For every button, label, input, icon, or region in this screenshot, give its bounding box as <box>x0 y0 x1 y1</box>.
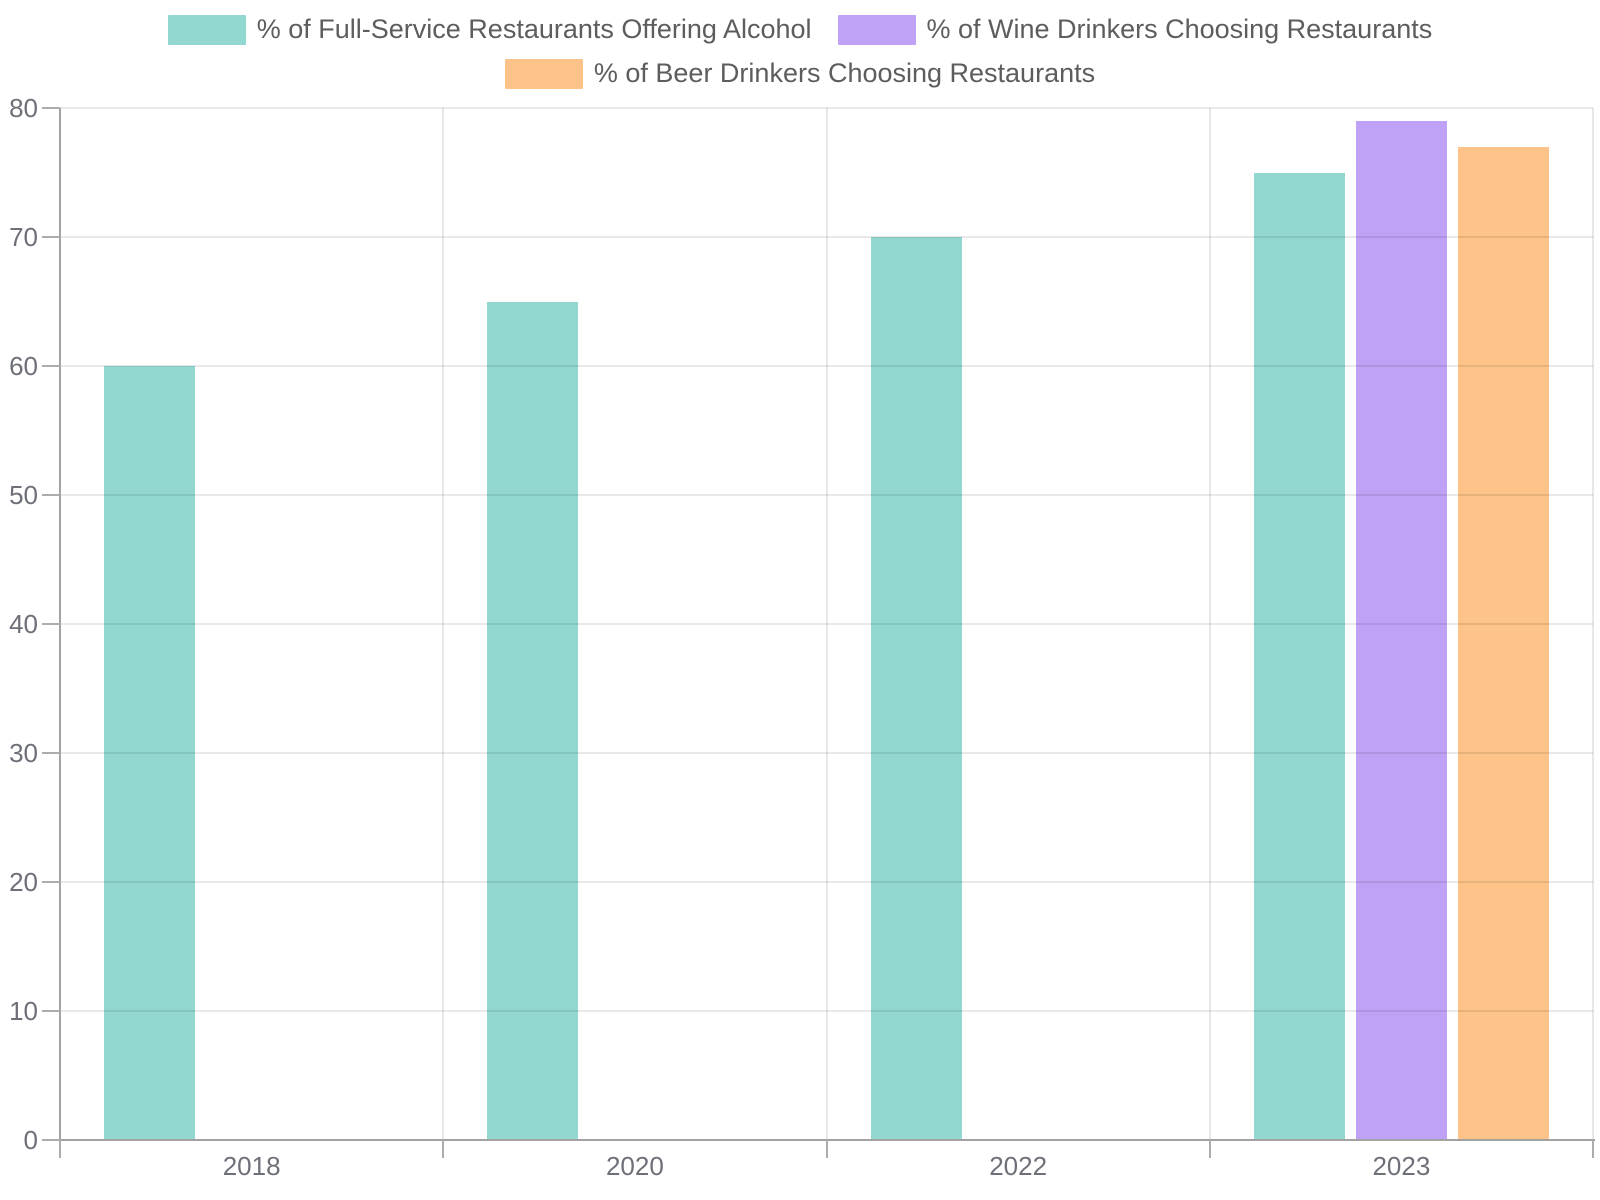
gridline-horizontal <box>60 1010 1593 1012</box>
legend-swatch-icon <box>504 58 583 89</box>
y-axis-label: 70 <box>9 222 38 252</box>
y-axis-label: 50 <box>9 480 38 510</box>
y-axis-tick <box>42 881 60 883</box>
gridline-horizontal <box>60 236 1593 238</box>
x-axis-tick <box>825 1140 828 1158</box>
x-axis-tick <box>1592 1140 1594 1158</box>
y-axis-tick <box>42 623 60 625</box>
gridline-vertical <box>1592 108 1594 1140</box>
bar[interactable] <box>1355 120 1447 1140</box>
y-axis-line <box>59 108 61 1158</box>
legend: % of Full-Service Restaurants Offering A… <box>20 14 1580 89</box>
y-axis-tick <box>42 494 60 496</box>
gridline-horizontal <box>60 365 1593 367</box>
legend-label: % of Beer Drinkers Choosing Restaurants <box>593 58 1096 88</box>
y-axis-label: 20 <box>9 867 38 897</box>
y-axis-label: 0 <box>23 1125 38 1155</box>
legend-item[interactable]: % of Full-Service Restaurants Offering A… <box>167 14 812 45</box>
y-axis-tick <box>42 365 60 367</box>
y-axis-tick <box>42 107 60 109</box>
y-axis-label: 10 <box>9 996 38 1026</box>
legend-swatch-icon <box>167 14 246 45</box>
legend-swatch-icon <box>837 14 916 45</box>
bar[interactable] <box>487 301 579 1140</box>
y-axis-tick <box>42 236 60 238</box>
legend-item[interactable]: % of Wine Drinkers Choosing Restaurants <box>837 14 1433 45</box>
gridline-vertical <box>442 108 445 1140</box>
y-axis-label: 30 <box>9 738 38 768</box>
bar[interactable] <box>104 366 196 1140</box>
x-axis-tick <box>442 1140 445 1158</box>
bar[interactable] <box>1457 146 1549 1140</box>
legend-label: % of Wine Drinkers Choosing Restaurants <box>926 14 1433 44</box>
x-axis-label: 2018 <box>222 1151 281 1181</box>
x-axis-label: 2022 <box>989 1151 1048 1181</box>
y-axis-tick <box>42 1139 60 1141</box>
plot-area <box>60 107 1594 1140</box>
y-axis-tick <box>42 752 60 754</box>
x-axis-line <box>60 1139 1595 1141</box>
gridline-horizontal <box>60 881 1593 883</box>
gridline-horizontal <box>60 752 1593 754</box>
x-axis-label: 2023 <box>1372 1151 1431 1181</box>
gridline-horizontal <box>60 623 1593 625</box>
y-axis-tick <box>42 1010 60 1012</box>
gridline-horizontal <box>60 107 1593 109</box>
y-axis-label: 80 <box>9 93 38 123</box>
x-axis-tick <box>59 1140 61 1158</box>
gridline-horizontal <box>60 494 1593 496</box>
legend-label: % of Full-Service Restaurants Offering A… <box>256 14 812 44</box>
y-axis-label: 60 <box>9 351 38 381</box>
y-axis-label: 40 <box>9 609 38 639</box>
gridline-vertical <box>1208 108 1211 1140</box>
legend-item[interactable]: % of Beer Drinkers Choosing Restaurants <box>504 58 1096 89</box>
x-axis-tick <box>1208 1140 1211 1158</box>
bar[interactable] <box>1253 172 1345 1140</box>
bar[interactable] <box>870 237 962 1140</box>
gridline-vertical <box>825 108 828 1140</box>
x-axis-label: 2020 <box>605 1151 664 1181</box>
